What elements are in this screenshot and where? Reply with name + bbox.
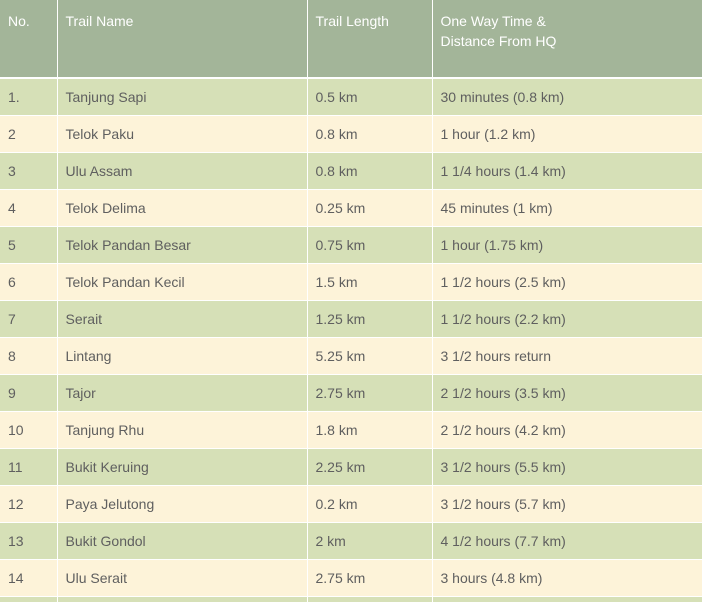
- table-row: 12 Paya Jelutong 0.2 km 3 1/2 hours (5.7 km…: [0, 485, 702, 522]
- header-time-line2: Distance From HQ: [440, 33, 557, 49]
- cell-time-distance: 1 hour (1.75 km): [440, 236, 544, 253]
- cell-no: 12: [0, 485, 58, 522]
- cell-trail-length: 0.8 km: [307, 152, 433, 189]
- cell-no: 1.: [0, 78, 58, 115]
- cell-trail-length: 1.25 km: [307, 300, 433, 337]
- cell-trail-name: Paya Jelutong: [57, 485, 308, 522]
- cell-trail-length: 5.25 km: [307, 337, 433, 374]
- cell-time-distance: 4 1/2 hours (7.7 km): [440, 532, 566, 549]
- cell-no: 11: [0, 448, 58, 485]
- table-row: 1. Tanjung Sapi 0.5 km 30 minutes (0.8 km): [0, 78, 702, 115]
- cell-trail-length: 0.75 km: [307, 226, 433, 263]
- cell-trail-length: 0.8 km: [307, 115, 433, 152]
- cell-trail-length: 1.8 km: [307, 411, 433, 448]
- cell-no: 5: [0, 226, 58, 263]
- cell-no: 6: [0, 263, 58, 300]
- cell-no: 3: [0, 152, 58, 189]
- table-row: 3 Ulu Assam 0.8 km 1 1/4 hours (1.4 km): [0, 152, 702, 189]
- table-row: 11 Bukit Keruing 2.25 km 3 1/2 hours (5.5 k…: [0, 448, 702, 485]
- cell-time-distance: 3 1/2 hours (5.5 km): [440, 458, 566, 475]
- table-row: 13 Bukit Gondol 2 km 4 1/2 hours (7.7 km): [0, 522, 702, 559]
- header-time-line1: One Way Time &: [440, 13, 546, 29]
- table-row: 9 Tajor 2.75 km 2 1/2 hours (3.5 km): [0, 374, 702, 411]
- cell-time-distance: 1 1/4 hours (1.4 km): [440, 162, 566, 179]
- table-header: No. Trail Name Trail Length One Way Time…: [0, 0, 702, 78]
- cell-trail-name: Tajor: [57, 374, 308, 411]
- cell-trail-name: Tanjung Rhu: [57, 411, 308, 448]
- cell-no: 14: [0, 559, 58, 596]
- cell-no: 7: [0, 300, 58, 337]
- header-no: No.: [0, 0, 58, 78]
- cell-trail-length: 2.25 km: [307, 448, 433, 485]
- cell-trail-name: Bukit Gondol: [57, 522, 308, 559]
- header-row: No. Trail Name Trail Length One Way Time…: [0, 0, 702, 78]
- cell-trail-name: Telok Delima: [57, 189, 308, 226]
- cell-time-distance: 30 minutes (0.8 km): [440, 88, 565, 105]
- cell-time-distance: 1 1/2 hours (2.5 km): [440, 273, 566, 290]
- cell-trail-length: 2 km: [307, 522, 433, 559]
- cell-trail-length: 1.5 km: [307, 263, 433, 300]
- cell-time-distance: 45 minutes (1 km): [440, 199, 553, 216]
- cell-trail-length: 2.75 km: [307, 374, 433, 411]
- table-row: 6 Telok Pandan Kecil 1.5 km 1 1/2 hours (2.…: [0, 263, 702, 300]
- cell-trail-name: Telok Pandan Besar: [57, 226, 308, 263]
- cell-trail-name: Tanjung Sapi: [57, 78, 308, 115]
- cell-time-distance: 1 hour (1.2 km): [440, 125, 536, 142]
- cell-trail-name: Ulu Assam: [57, 152, 308, 189]
- cell-trail-length: 0.25 km: [307, 189, 433, 226]
- cell-no: 10: [0, 411, 58, 448]
- cell-trail-name: Lintang: [57, 337, 308, 374]
- cell-no: 13: [0, 522, 58, 559]
- cell-no: 2: [0, 115, 58, 152]
- table-row: 7 Serait 1.25 km 1 1/2 hours (2.2 km): [0, 300, 702, 337]
- cell-trail-length: 0.2 km: [307, 485, 433, 522]
- table-row: 8 Lintang 5.25 km 3 1/2 hours return: [0, 337, 702, 374]
- table-row: 5 Telok Pandan Besar 0.75 km 1 hour (1.75 k…: [0, 226, 702, 263]
- cell-trail-length: 2.75 km: [307, 559, 433, 596]
- table-row: 2 Telok Paku 0.8 km 1 hour (1.2 km): [0, 115, 702, 152]
- table-row: 10 Tanjung Rhu 1.8 km 2 1/2 hours (4.2 km): [0, 411, 702, 448]
- cell-time-distance: 3 1/2 hours (5.7 km): [440, 495, 566, 512]
- cell-time-distance: 2 1/2 hours (3.5 km): [440, 384, 566, 401]
- cell-time-distance: 2 1/2 hours (4.2 km): [440, 421, 566, 438]
- cell-no: 4: [0, 189, 58, 226]
- cell-trail-length: 0.5 km: [307, 78, 433, 115]
- cell-no: 8: [0, 337, 58, 374]
- cell-time-distance: 3 1/2 hours return: [440, 347, 552, 364]
- cell-no: 9: [0, 374, 58, 411]
- table-row: 14 Ulu Serait 2.75 km 3 hours (4.8 km): [0, 559, 702, 596]
- table-row: 4 Telok Delima 0.25 km 45 minutes (1 km): [0, 189, 702, 226]
- cell-trail-name: Ulu Serait: [57, 559, 308, 596]
- header-trail-length: Trail Length: [307, 0, 433, 78]
- header-time-distance: One Way Time & Distance From HQ: [432, 0, 702, 78]
- cell-time-distance: 3 hours (4.8 km): [440, 569, 543, 586]
- page-edge: [702, 0, 704, 603]
- cell-trail-name: Bukit Keruing: [57, 448, 308, 485]
- table-row-partial: [0, 596, 702, 602]
- cell-trail-name: Telok Paku: [57, 115, 308, 152]
- cell-time-distance: 1 1/2 hours (2.2 km): [440, 310, 566, 327]
- cell-trail-name: Telok Pandan Kecil: [57, 263, 308, 300]
- header-trail-name: Trail Name: [57, 0, 308, 78]
- cell-trail-name: Serait: [57, 300, 308, 337]
- table-body: 1. Tanjung Sapi 0.5 km 30 minutes (0.8 km) 2…: [0, 78, 702, 602]
